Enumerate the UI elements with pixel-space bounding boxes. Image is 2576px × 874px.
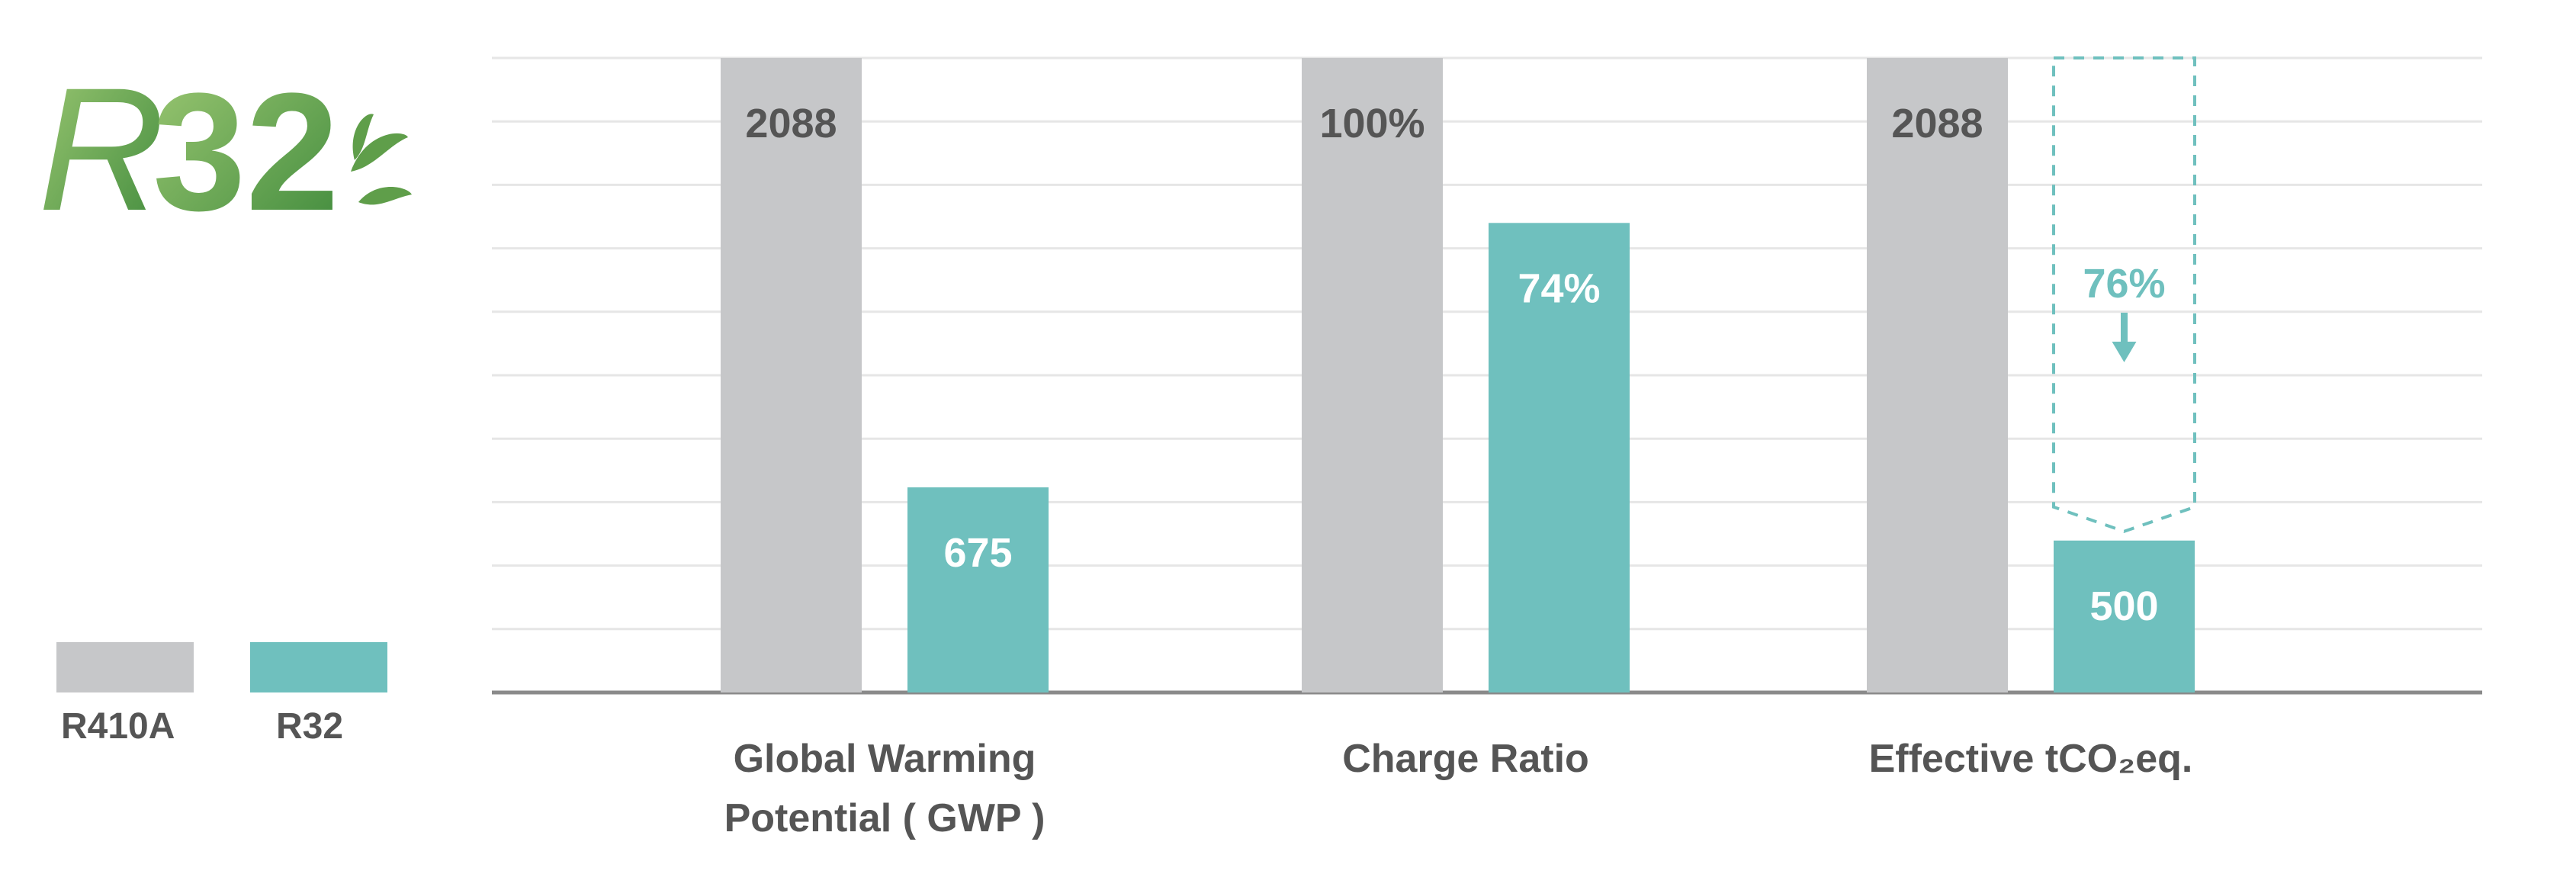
logo-number: 32 <box>153 58 339 244</box>
x-tick-label-1: Charge Ratio <box>1342 737 1589 781</box>
leaf-icon <box>351 114 412 205</box>
bar-label-r410a-0: 2088 <box>745 101 837 146</box>
down-arrow-head-icon <box>2112 342 2137 362</box>
x-tick-label-2: Effective tCO₂eq. <box>1869 737 2193 781</box>
reduction-outline <box>2052 56 2196 533</box>
bar-r410a-1 <box>1302 58 1443 692</box>
bar-r32-0 <box>907 487 1049 692</box>
bar-label-r32-1: 74% <box>1518 265 1600 311</box>
r32-logo: R 32 <box>38 51 412 244</box>
bar-label-r32-2: 500 <box>2089 583 2158 629</box>
bar-label-r410a-1: 100% <box>1319 101 1425 146</box>
bar-r410a-0 <box>721 58 862 692</box>
x-tick-label-0: Global Warming <box>734 737 1036 781</box>
logo-letter-r: R <box>38 51 165 244</box>
bar-r32-2 <box>2054 540 2195 692</box>
reduction-label: 76% <box>2083 261 2165 307</box>
bar-r410a-2 <box>1867 58 2008 692</box>
bar-label-r32-0: 675 <box>943 530 1012 576</box>
x-tick-label-0: Potential ( GWP ) <box>724 796 1045 840</box>
bar-r32-1 <box>1489 223 1630 692</box>
bar-label-r410a-2: 2088 <box>1891 101 1983 146</box>
